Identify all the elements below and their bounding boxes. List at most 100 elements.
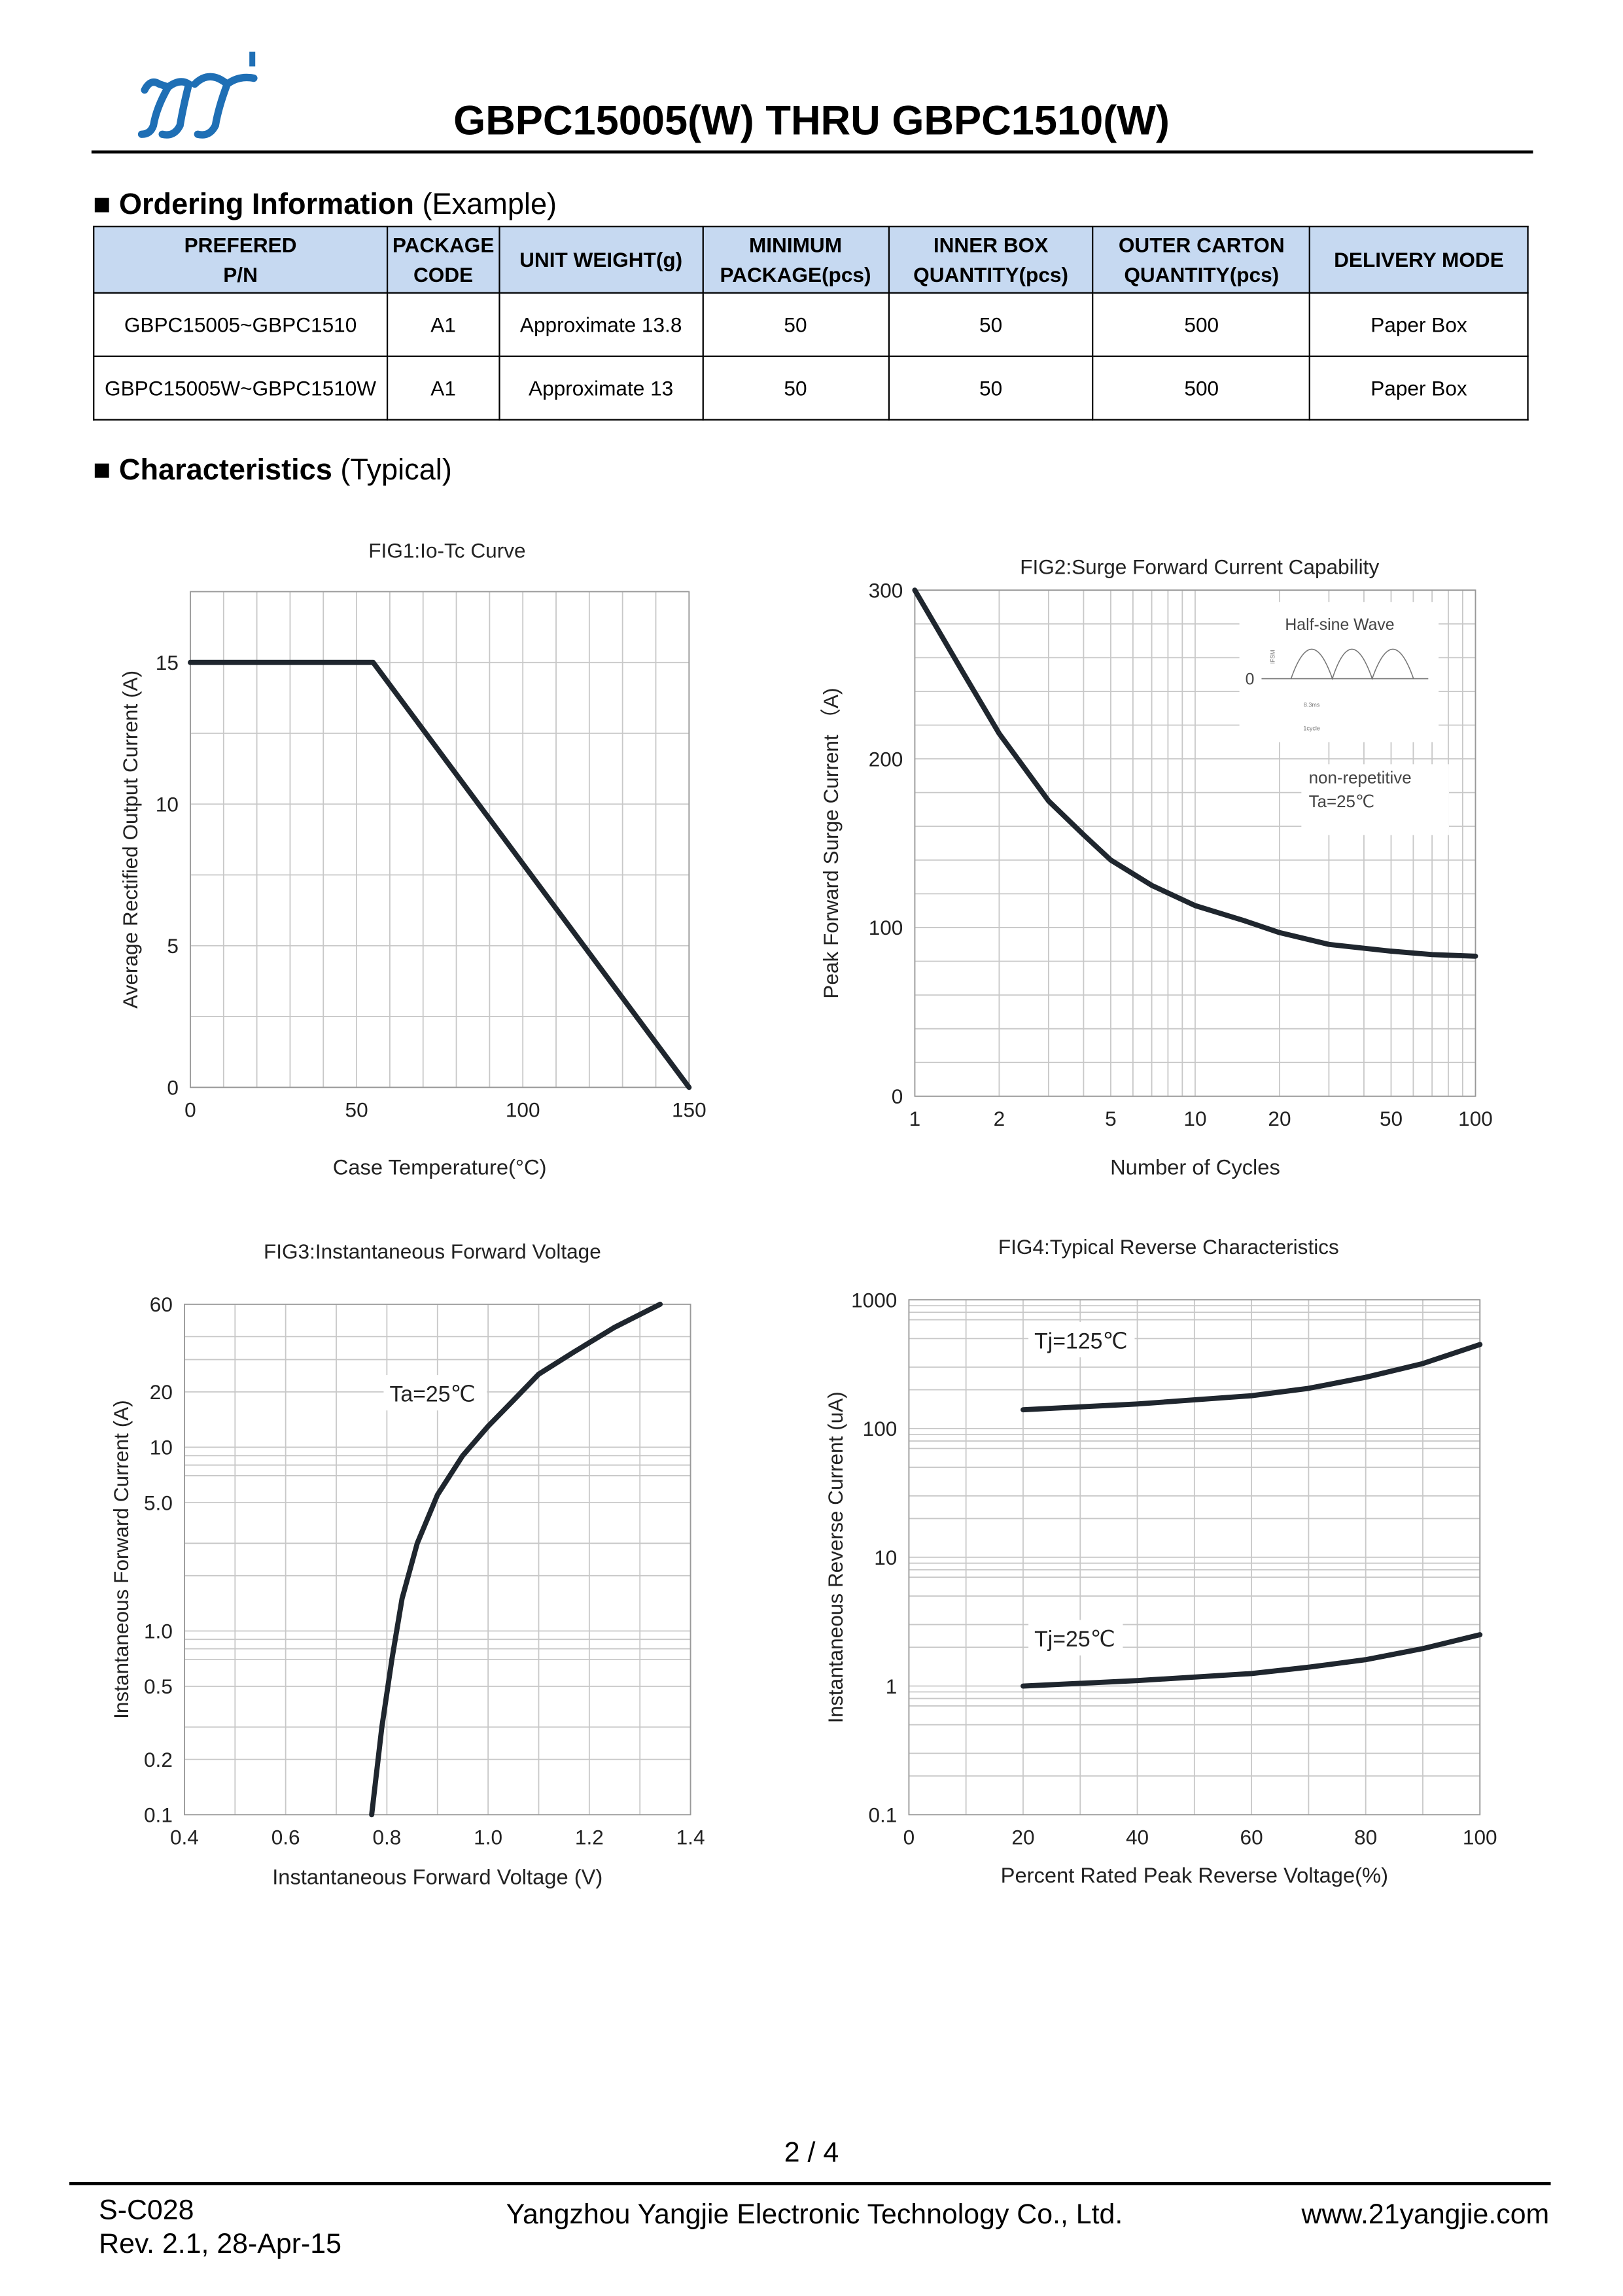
- chart-fig2: FIG2:Surge Forward Current Capability Num…: [819, 555, 1493, 1179]
- x-axis-label: Instantaneous Forward Voltage (V): [272, 1864, 602, 1888]
- y-axis-label: Instantaneous Forward Current (A): [109, 1400, 133, 1719]
- column-header-line: P/N: [223, 262, 258, 287]
- column-header-line: DELIVERY MODE: [1334, 247, 1504, 272]
- ordering-table: PREFERED P/N PACKAGE CODE UNIT WEIGHT(g) MINI…: [93, 226, 1529, 421]
- x-axis-label: Number of Cycles: [1110, 1155, 1280, 1179]
- plot-frame: [908, 1299, 1481, 1816]
- column-header: PREFERED P/N: [93, 226, 389, 294]
- chart-title: FIG1:Io-Tc Curve: [368, 539, 525, 563]
- series-curve-0: [369, 1301, 663, 1818]
- y-tick-label: 0.2: [144, 1748, 173, 1771]
- ordering-heading: ■ Ordering Information (Example): [93, 188, 557, 222]
- plot-frame: [914, 589, 1476, 1097]
- series-curve-0: [188, 659, 692, 1090]
- column-header-line: PACKAGE: [392, 233, 495, 257]
- document-code: S-C028: [99, 2195, 194, 2227]
- chart-fig4: FIG4:Typical Reverse Characteristics Perc…: [824, 1235, 1497, 1887]
- inset-title: Half-sine Wave: [1285, 616, 1394, 634]
- x-tick-label: 1.0: [474, 1825, 502, 1849]
- ordering-heading-bold: Ordering Information: [118, 188, 414, 222]
- website-link[interactable]: www.21yangjie.com: [1301, 2199, 1550, 2231]
- x-tick-label: 0.8: [372, 1825, 401, 1849]
- x-tick-label: 20: [1268, 1107, 1291, 1130]
- table-cell: Paper Box: [1309, 355, 1529, 421]
- x-tick-label: 60: [1240, 1825, 1263, 1849]
- x-tick-label: 0.6: [271, 1825, 300, 1849]
- y-tick-label: 10: [874, 1546, 897, 1569]
- page-number: 2 / 4: [784, 2138, 839, 2169]
- y-tick-label: 100: [863, 1417, 898, 1440]
- annotation-background: [1028, 1620, 1123, 1656]
- column-header: PACKAGE CODE: [386, 226, 500, 294]
- y-tick-label: 300: [869, 578, 903, 602]
- annotation-background: [1028, 1321, 1135, 1358]
- characteristics-heading: ■ Characteristics (Typical): [93, 454, 452, 487]
- y-tick-label: 0: [892, 1085, 903, 1108]
- x-axis-label: Percent Rated Peak Reverse Voltage(%): [1001, 1863, 1388, 1887]
- plot-frame: [184, 1303, 691, 1816]
- y-tick-label: 60: [150, 1293, 173, 1316]
- table-cell: 500: [1092, 355, 1311, 421]
- y-tick-label: 20: [150, 1380, 173, 1404]
- column-header-line: PREFERED: [184, 233, 297, 257]
- annotation-background: [383, 1375, 487, 1411]
- column-header: MINIMUM PACKAGE(pcs): [701, 226, 890, 294]
- revision-date: Rev. 2.1, 28-Apr-15: [99, 2229, 341, 2261]
- table-cell: 500: [1092, 292, 1311, 357]
- y-tick-label: 0.1: [144, 1803, 173, 1827]
- y-tick-label: 5: [167, 934, 179, 958]
- series-curve-0: [912, 587, 1478, 959]
- annotation-background: [1301, 764, 1449, 835]
- x-tick-label: 80: [1354, 1825, 1377, 1849]
- column-header-line: PACKAGE(pcs): [720, 262, 871, 287]
- y-tick-label: 200: [869, 747, 903, 771]
- x-tick-label: 5: [1105, 1107, 1117, 1130]
- x-tick-label: 0: [184, 1098, 196, 1121]
- x-tick-label: 50: [345, 1098, 368, 1121]
- x-tick-label: 2: [994, 1107, 1005, 1130]
- table-cell: Approximate 13.8: [498, 292, 704, 357]
- half-sine-wave-icon: [1261, 648, 1429, 680]
- x-tick-label: 100: [1463, 1825, 1497, 1849]
- table-cell: Paper Box: [1309, 292, 1529, 357]
- x-axis-label: Case Temperature(°C): [333, 1155, 547, 1179]
- annotation-text: Ta=25℃: [389, 1382, 475, 1407]
- inset-period: 8.3ms: [1304, 701, 1320, 708]
- table-cell: A1: [386, 355, 500, 421]
- annotation-text: Tj=125℃: [1034, 1329, 1127, 1354]
- x-tick-label: 1.2: [575, 1825, 604, 1849]
- column-header-line: INNER BOX: [933, 233, 1049, 257]
- series-curve-1: [1021, 1632, 1483, 1689]
- y-tick-label: 15: [156, 651, 179, 674]
- y-axis-label: Instantaneous Reverse Current (uA): [824, 1391, 847, 1723]
- x-tick-label: 0.4: [170, 1825, 199, 1849]
- chart-fig3: FIG3:Instantaneous Forward Voltage Instan…: [109, 1240, 705, 1888]
- y-tick-label: 1000: [851, 1288, 897, 1312]
- y-tick-label: 10: [150, 1436, 173, 1459]
- annotation-text: Ta=25℃: [1309, 793, 1374, 811]
- x-tick-label: 100: [506, 1098, 540, 1121]
- y-tick-label: 5.0: [144, 1491, 173, 1514]
- x-tick-label: 1: [909, 1107, 921, 1130]
- chart-title: FIG4:Typical Reverse Characteristics: [998, 1235, 1339, 1259]
- annotation-text: Tj=25℃: [1034, 1627, 1115, 1652]
- annotation-text: non-repetitive: [1309, 769, 1412, 788]
- table-row: GBPC15005~GBPC1510 A1 Approximate 13.8 50 50…: [93, 292, 1529, 357]
- y-tick-label: 1.0: [144, 1620, 173, 1643]
- x-tick-label: 0: [903, 1825, 915, 1849]
- inset-zero: 0: [1246, 671, 1255, 689]
- column-header: UNIT WEIGHT(g): [498, 226, 704, 294]
- x-tick-label: 50: [1380, 1107, 1403, 1130]
- inset-background: [1239, 602, 1439, 742]
- y-tick-label: 1: [886, 1675, 898, 1698]
- table-cell: GBPC15005W~GBPC1510W: [93, 355, 389, 421]
- x-tick-label: 20: [1011, 1825, 1034, 1849]
- column-header: INNER BOX QUANTITY(pcs): [887, 226, 1094, 294]
- characteristics-heading-rest: (Typical): [332, 454, 452, 487]
- document-title: GBPC15005(W) THRU GBPC1510(W): [453, 97, 1170, 143]
- column-header-line: MINIMUM: [748, 233, 843, 257]
- y-tick-label: 0: [167, 1076, 179, 1100]
- y-tick-label: 0.1: [868, 1803, 897, 1827]
